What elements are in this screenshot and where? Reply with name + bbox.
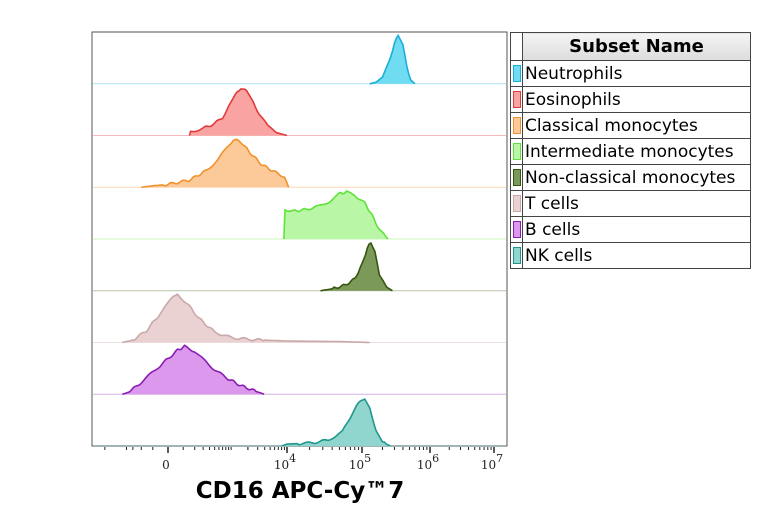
histogram-fill (320, 243, 393, 291)
legend-table: Subset Name Neutrophils Eosinophils Classi… (510, 32, 751, 269)
histogram-b-cells (93, 344, 506, 396)
legend-label: NK cells (522, 242, 751, 269)
histogram-outline (188, 88, 288, 137)
legend-label: Eosinophils (522, 86, 751, 113)
histogram-outline (369, 33, 416, 85)
tick-label: 106 (417, 452, 439, 472)
legend-label: Non-classical monocytes (522, 164, 751, 191)
histogram-non-classical-monocytes (93, 241, 506, 292)
histogram-fill (122, 345, 265, 395)
histogram-outline (283, 190, 389, 240)
histogram-outline (141, 138, 290, 189)
legend-item: Eosinophils (510, 86, 751, 113)
histogram-fill (122, 294, 370, 343)
legend-swatch (512, 169, 521, 186)
legend-item: T cells (510, 190, 751, 217)
histogram-outline (122, 293, 370, 344)
legend-item: B cells (510, 216, 751, 243)
histogram-fill (369, 35, 415, 84)
histogram-nk-cells (93, 398, 506, 447)
legend-swatch (512, 195, 521, 212)
legend-swatch (512, 247, 521, 264)
legend-item: NK cells (510, 242, 751, 269)
legend-swatch (512, 65, 521, 82)
legend-label: Intermediate monocytes (522, 138, 751, 165)
legend-title: Subset Name (522, 32, 751, 61)
histogram-fill (281, 399, 391, 446)
legend-label: Classical monocytes (522, 112, 751, 139)
histogram-fill (283, 191, 388, 239)
legend-item: Intermediate monocytes (510, 138, 751, 165)
histogram-outline (122, 344, 265, 396)
tick-label: 0 (162, 458, 170, 472)
histogram-outline (320, 241, 393, 292)
legend-label: Neutrophils (522, 60, 751, 87)
histogram-classical-monocytes (93, 138, 506, 189)
tick-label: 105 (349, 452, 371, 472)
legend-label: T cells (522, 190, 751, 217)
legend-item: Non-classical monocytes (510, 164, 751, 191)
tick-label: 107 (481, 452, 503, 472)
histogram-outline (281, 398, 391, 447)
histogram-neutrophils (93, 33, 506, 85)
legend-swatch (512, 143, 521, 160)
legend-swatch (512, 117, 521, 134)
legend-item: Neutrophils (510, 60, 751, 87)
legend-swatch (512, 91, 521, 108)
histogram-t-cells (93, 293, 506, 344)
legend-item: Classical monocytes (510, 112, 751, 139)
x-axis-label: CD16 APC-Cy™7 (195, 478, 405, 504)
histogram-eosinophils (93, 88, 506, 137)
legend-label: B cells (522, 216, 751, 243)
x-axis: 0 104 105 106 107 (97, 446, 504, 472)
tick-label: 104 (274, 452, 296, 472)
histogram-intermediate-monocytes (93, 190, 506, 240)
legend-swatch (512, 221, 521, 238)
